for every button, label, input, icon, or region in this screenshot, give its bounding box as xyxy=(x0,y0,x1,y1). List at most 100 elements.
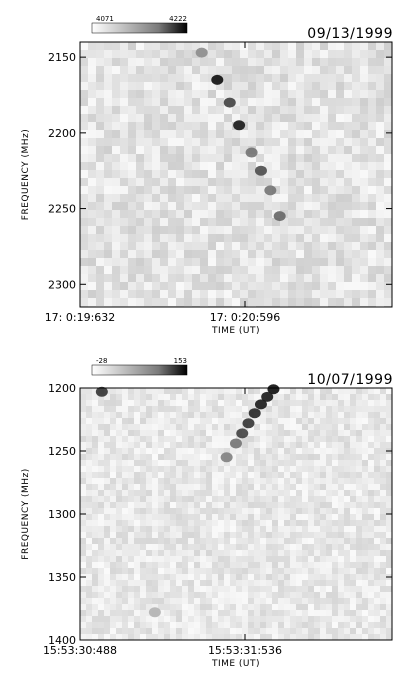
noise-cell xyxy=(242,556,248,562)
noise-cell xyxy=(256,42,264,50)
noise-cell xyxy=(152,42,160,50)
noise-cell xyxy=(288,170,296,178)
noise-cell xyxy=(384,226,392,234)
noise-cell xyxy=(152,210,160,218)
noise-cell xyxy=(146,526,152,532)
noise-cell xyxy=(110,418,116,424)
noise-cell xyxy=(356,454,362,460)
noise-cell xyxy=(176,202,184,210)
noise-cell xyxy=(122,592,128,598)
noise-cell xyxy=(296,544,302,550)
noise-cell xyxy=(350,568,356,574)
noise-cell xyxy=(380,586,386,592)
noise-cell xyxy=(312,146,320,154)
noise-cell xyxy=(122,424,128,430)
noise-cell xyxy=(170,556,176,562)
noise-cell xyxy=(212,532,218,538)
noise-cell xyxy=(200,502,206,508)
noise-cell xyxy=(164,394,170,400)
noise-cell xyxy=(218,538,224,544)
noise-cell xyxy=(248,122,256,130)
noise-cell xyxy=(380,454,386,460)
noise-cell xyxy=(160,170,168,178)
noise-cell xyxy=(242,526,248,532)
noise-cell xyxy=(384,194,392,202)
noise-cell xyxy=(264,130,272,138)
noise-cell xyxy=(112,74,120,82)
noise-cell xyxy=(236,412,242,418)
noise-cell xyxy=(104,586,110,592)
noise-cell xyxy=(170,484,176,490)
noise-cell xyxy=(386,472,392,478)
noise-cell xyxy=(256,194,264,202)
noise-cell xyxy=(360,258,368,266)
noise-cell xyxy=(158,628,164,634)
noise-cell xyxy=(242,406,248,412)
noise-cell xyxy=(158,412,164,418)
noise-cell xyxy=(332,472,338,478)
noise-cell xyxy=(248,250,256,258)
noise-cell xyxy=(374,562,380,568)
noise-cell xyxy=(110,550,116,556)
noise-cell xyxy=(224,106,232,114)
noise-cell xyxy=(170,532,176,538)
noise-cell xyxy=(230,388,236,394)
noise-cell xyxy=(236,544,242,550)
noise-cell xyxy=(360,138,368,146)
noise-cell xyxy=(116,556,122,562)
noise-cell xyxy=(122,514,128,520)
noise-cell xyxy=(152,186,160,194)
noise-cell xyxy=(280,202,288,210)
noise-cell xyxy=(350,574,356,580)
noise-cell xyxy=(206,484,212,490)
noise-cell xyxy=(128,532,134,538)
noise-cell xyxy=(284,424,290,430)
noise-cell xyxy=(140,484,146,490)
noise-cell xyxy=(290,478,296,484)
noise-cell xyxy=(284,412,290,418)
noise-cell xyxy=(374,472,380,478)
noise-cell xyxy=(224,574,230,580)
noise-cell xyxy=(176,412,182,418)
noise-cell xyxy=(208,122,216,130)
noise-cell xyxy=(200,490,206,496)
noise-cell xyxy=(302,622,308,628)
noise-cell xyxy=(332,400,338,406)
noise-cell xyxy=(146,520,152,526)
noise-cell xyxy=(200,90,208,98)
noise-cell xyxy=(98,544,104,550)
noise-cell xyxy=(368,508,374,514)
noise-cell xyxy=(368,484,374,490)
noise-cell xyxy=(280,74,288,82)
noise-cell xyxy=(152,202,160,210)
noise-cell xyxy=(232,82,240,90)
noise-cell xyxy=(136,250,144,258)
noise-cell xyxy=(98,514,104,520)
noise-cell xyxy=(272,616,278,622)
noise-cell xyxy=(184,106,192,114)
noise-cell xyxy=(212,460,218,466)
noise-cell xyxy=(302,628,308,634)
noise-cell xyxy=(278,574,284,580)
noise-cell xyxy=(98,526,104,532)
noise-cell xyxy=(288,74,296,82)
noise-cell xyxy=(192,58,200,66)
noise-cell xyxy=(320,538,326,544)
noise-cell xyxy=(152,508,158,514)
noise-cell xyxy=(170,544,176,550)
noise-cell xyxy=(332,406,338,412)
noise-cell xyxy=(80,622,86,628)
noise-cell xyxy=(92,580,98,586)
noise-cell xyxy=(80,394,86,400)
noise-cell xyxy=(328,154,336,162)
noise-cell xyxy=(344,218,352,226)
noise-cell xyxy=(236,586,242,592)
noise-cell xyxy=(266,502,272,508)
noise-cell xyxy=(288,154,296,162)
noise-cell xyxy=(344,448,350,454)
noise-cell xyxy=(144,266,152,274)
noise-cell xyxy=(272,170,280,178)
noise-cell xyxy=(92,568,98,574)
noise-cell xyxy=(168,218,176,226)
noise-cell xyxy=(248,532,254,538)
